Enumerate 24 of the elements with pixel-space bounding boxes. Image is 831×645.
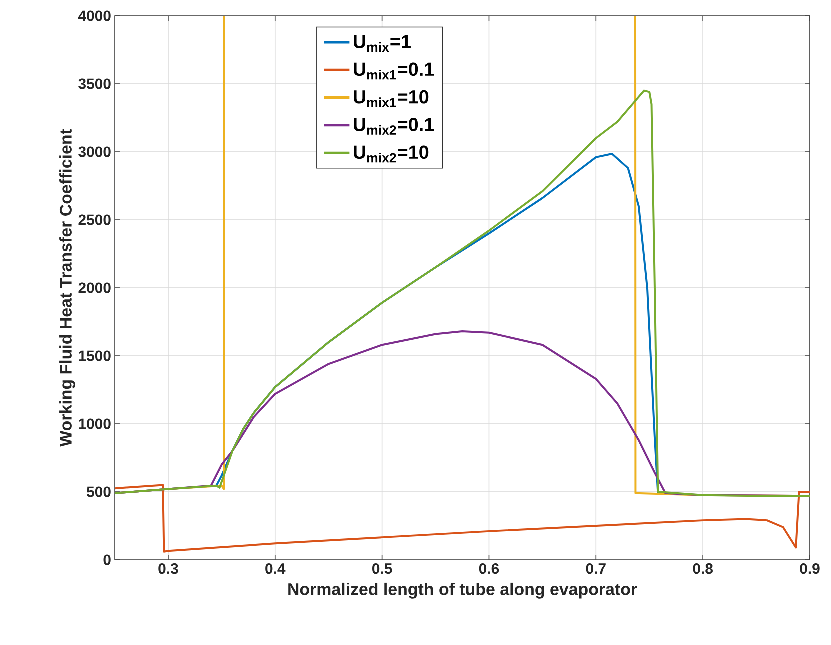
- x-tick-label: 0.4: [266, 564, 286, 574]
- x-tick-label: 0.3: [158, 564, 178, 574]
- line-series: [115, 90, 810, 498]
- y-axis-title: Working Fluid Heat Transfer Coefficient: [60, 129, 76, 447]
- x-tick-label: 0.5: [372, 564, 392, 574]
- x-tick-label: 0.6: [479, 564, 500, 574]
- y-tick-label: 2000: [78, 282, 111, 294]
- legend-label: U$_{mix2}$=0.1: [354, 118, 434, 135]
- legend-label: U$_{mix1}$=10: [354, 90, 429, 108]
- y-tick-label: 1000: [79, 418, 111, 430]
- legend-label: U$_{mix}$=1: [354, 35, 411, 52]
- legend-label: U$_{mix1}$=0.1: [354, 62, 434, 80]
- x-tick-label: 0.8: [693, 564, 713, 574]
- y-tick-label: 500: [87, 486, 111, 498]
- x-axis-title: Normalized length of tube along evaporator: [288, 582, 638, 599]
- y-tick-label: 0: [104, 554, 111, 566]
- y-tick-label: 4000: [78, 10, 111, 22]
- legend-label: U$_{mix2}$=10: [354, 146, 429, 163]
- y-tick-label: 1500: [79, 350, 111, 362]
- x-tick-label: 0.9: [800, 564, 820, 574]
- x-tick-label: 0.7: [586, 564, 606, 574]
- y-tick-label: 2500: [78, 214, 111, 226]
- y-tick-label: 3500: [78, 78, 111, 90]
- y-tick-label: 3000: [78, 146, 111, 158]
